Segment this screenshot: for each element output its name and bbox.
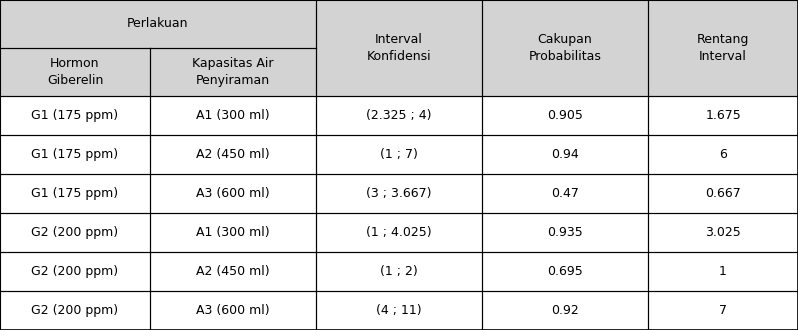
- Text: G2 (200 ppm): G2 (200 ppm): [31, 265, 118, 278]
- Text: (1 ; 2): (1 ; 2): [380, 265, 418, 278]
- Text: A3 (600 ml): A3 (600 ml): [196, 304, 270, 317]
- Text: Cakupan
Probabilitas: Cakupan Probabilitas: [528, 33, 602, 63]
- Text: A2 (450 ml): A2 (450 ml): [196, 265, 270, 278]
- Bar: [316, 291, 482, 330]
- Text: G1 (175 ppm): G1 (175 ppm): [31, 187, 118, 200]
- Text: Rentang
Interval: Rentang Interval: [697, 33, 749, 63]
- Bar: [482, 96, 648, 135]
- Text: G1 (175 ppm): G1 (175 ppm): [31, 148, 118, 161]
- Bar: [150, 135, 316, 174]
- Text: A1 (300 ml): A1 (300 ml): [196, 226, 270, 239]
- Bar: [648, 174, 798, 213]
- Bar: [150, 252, 316, 291]
- Text: A2 (450 ml): A2 (450 ml): [196, 148, 270, 161]
- Bar: [482, 0, 648, 96]
- Text: Interval
Konfidensi: Interval Konfidensi: [367, 33, 431, 63]
- Bar: [316, 0, 482, 96]
- Text: A3 (600 ml): A3 (600 ml): [196, 187, 270, 200]
- Text: 1.675: 1.675: [705, 109, 741, 122]
- Text: 6: 6: [719, 148, 727, 161]
- Bar: [0, 174, 150, 213]
- Bar: [648, 96, 798, 135]
- Text: 0.935: 0.935: [547, 226, 583, 239]
- Text: (1 ; 7): (1 ; 7): [380, 148, 418, 161]
- Bar: [648, 252, 798, 291]
- Text: 0.94: 0.94: [551, 148, 579, 161]
- Text: Hormon
Giberelin: Hormon Giberelin: [47, 57, 103, 87]
- Text: 0.92: 0.92: [551, 304, 579, 317]
- Text: (4 ; 11): (4 ; 11): [376, 304, 422, 317]
- Text: G2 (200 ppm): G2 (200 ppm): [31, 304, 118, 317]
- Text: 0.695: 0.695: [547, 265, 583, 278]
- Bar: [482, 174, 648, 213]
- Text: (2.325 ; 4): (2.325 ; 4): [366, 109, 432, 122]
- Text: (3 ; 3.667): (3 ; 3.667): [366, 187, 432, 200]
- Bar: [150, 174, 316, 213]
- Text: 7: 7: [719, 304, 727, 317]
- Bar: [648, 0, 798, 96]
- Bar: [0, 213, 150, 252]
- Bar: [0, 48, 150, 96]
- Bar: [316, 135, 482, 174]
- Text: A1 (300 ml): A1 (300 ml): [196, 109, 270, 122]
- Bar: [482, 291, 648, 330]
- Bar: [316, 96, 482, 135]
- Text: 0.47: 0.47: [551, 187, 579, 200]
- Bar: [482, 252, 648, 291]
- Bar: [648, 213, 798, 252]
- Bar: [648, 135, 798, 174]
- Bar: [0, 0, 316, 48]
- Bar: [0, 135, 150, 174]
- Bar: [482, 135, 648, 174]
- Bar: [0, 291, 150, 330]
- Text: 3.025: 3.025: [705, 226, 741, 239]
- Text: G2 (200 ppm): G2 (200 ppm): [31, 226, 118, 239]
- Bar: [316, 174, 482, 213]
- Bar: [150, 96, 316, 135]
- Text: 1: 1: [719, 265, 727, 278]
- Text: G1 (175 ppm): G1 (175 ppm): [31, 109, 118, 122]
- Bar: [150, 213, 316, 252]
- Text: Perlakuan: Perlakuan: [127, 17, 189, 30]
- Bar: [0, 252, 150, 291]
- Text: Kapasitas Air
Penyiraman: Kapasitas Air Penyiraman: [192, 57, 274, 87]
- Bar: [648, 291, 798, 330]
- Text: (1 ; 4.025): (1 ; 4.025): [366, 226, 432, 239]
- Bar: [316, 252, 482, 291]
- Bar: [0, 96, 150, 135]
- Text: 0.905: 0.905: [547, 109, 583, 122]
- Bar: [316, 213, 482, 252]
- Bar: [482, 213, 648, 252]
- Text: 0.667: 0.667: [705, 187, 741, 200]
- Bar: [150, 291, 316, 330]
- Bar: [150, 48, 316, 96]
